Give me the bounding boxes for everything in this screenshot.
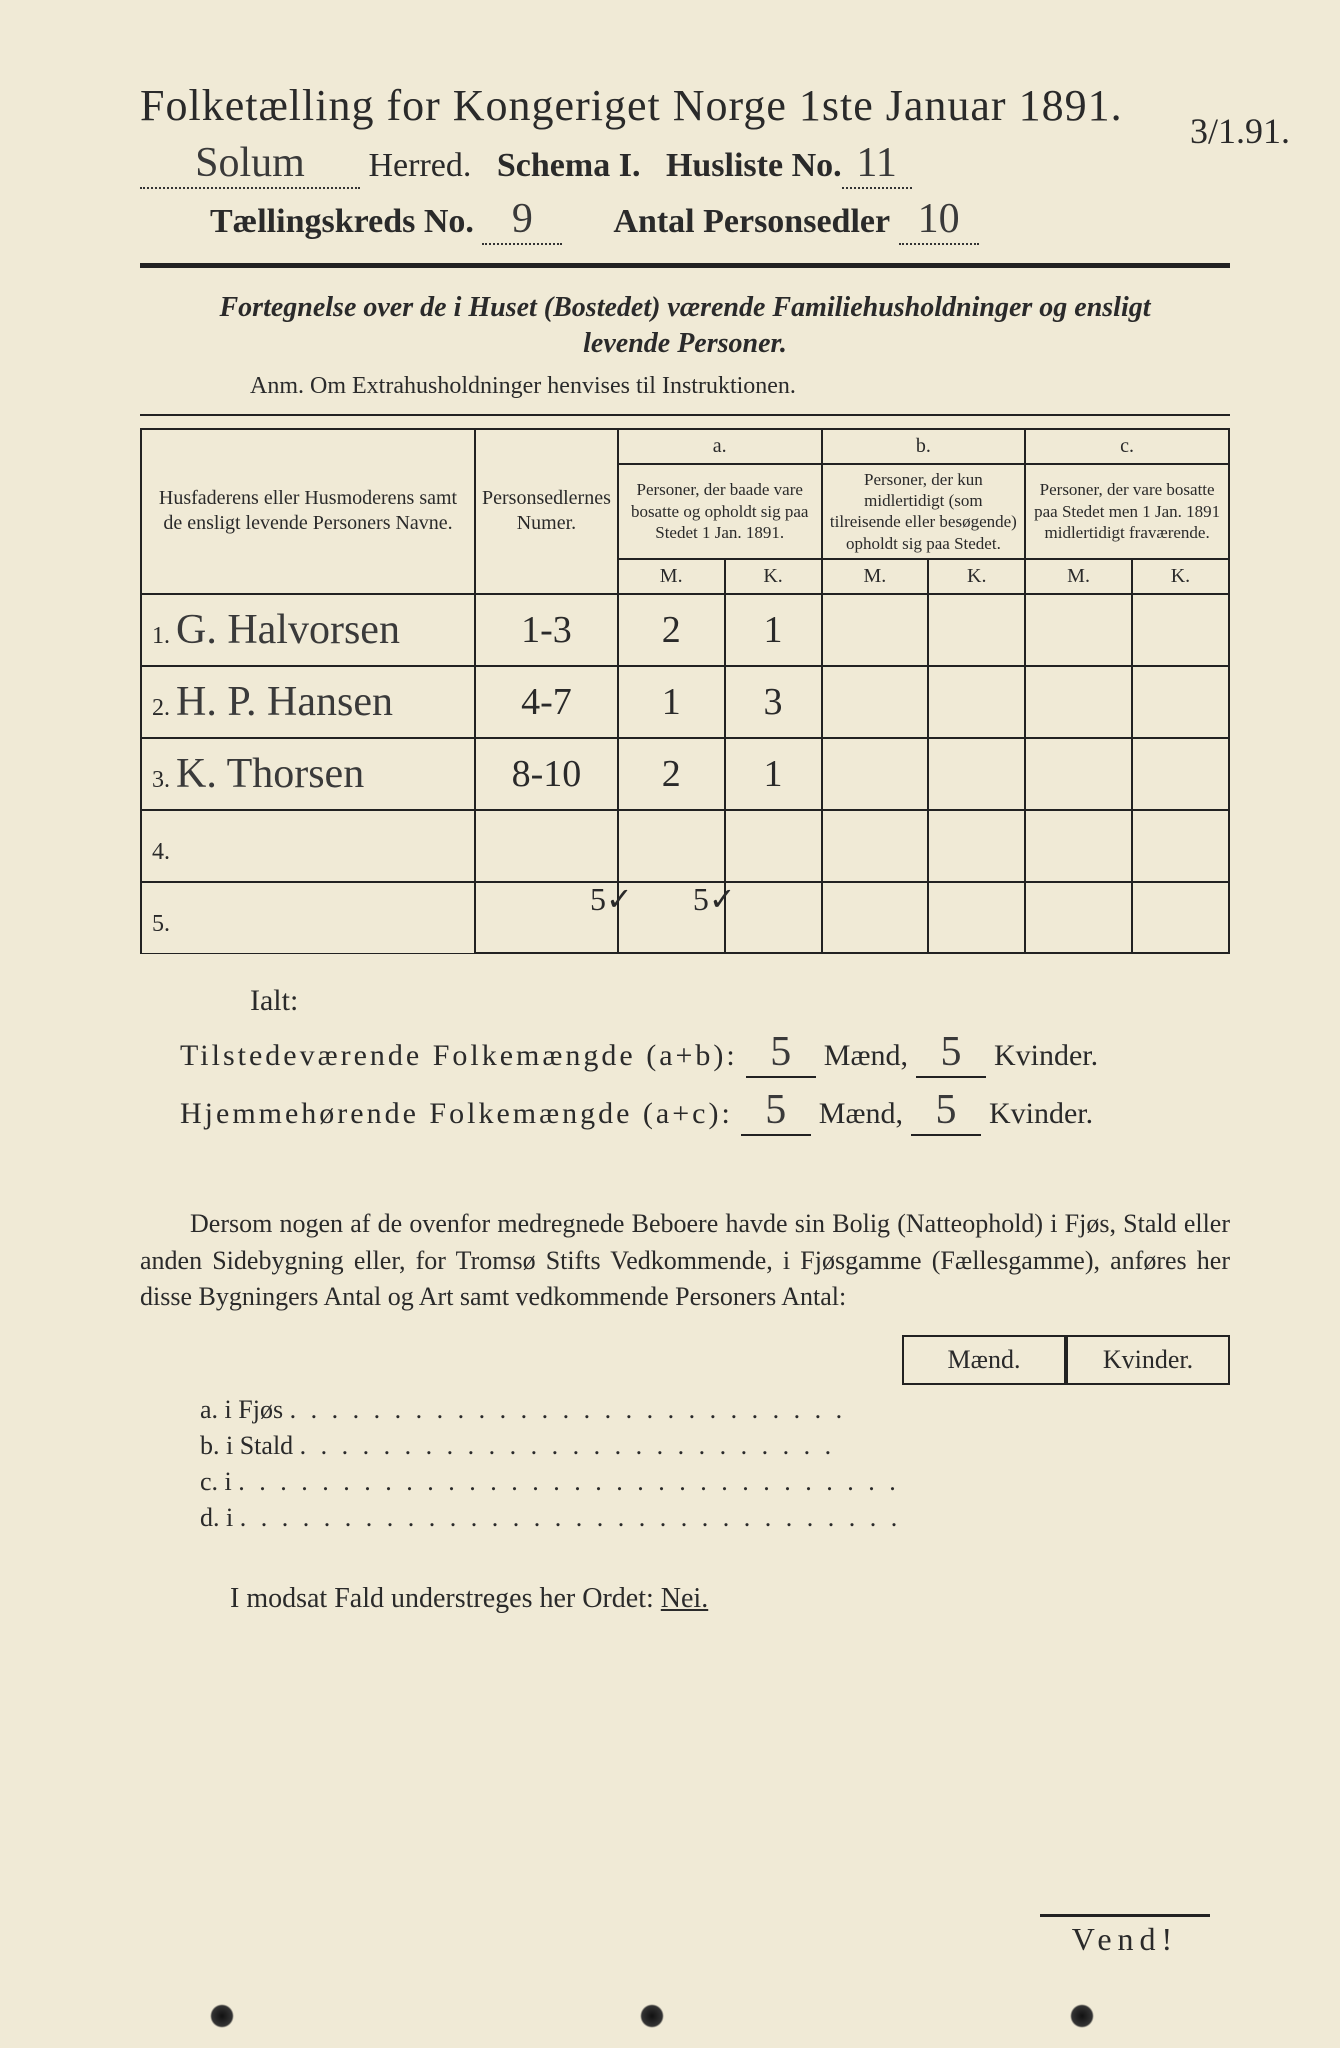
- mk-maend: Mænd.: [902, 1335, 1066, 1385]
- row-ck: [1132, 666, 1229, 738]
- anm-note: Anm. Om Extrahusholdninger henvises til …: [250, 373, 1230, 400]
- row-name: 1. G. Halvorsen: [141, 594, 475, 666]
- row-name: 4.: [141, 810, 475, 882]
- row-am: [618, 810, 725, 882]
- col-am: M.: [618, 559, 725, 594]
- row-bk: [928, 738, 1025, 810]
- row-cm: [1025, 882, 1132, 954]
- herred-value: Solum: [140, 139, 360, 189]
- row-cm: [1025, 594, 1132, 666]
- col-b-top: b.: [822, 429, 1026, 464]
- tilstede-m: 5: [746, 1028, 816, 1078]
- date-annotation: 3/1.91.: [1190, 110, 1290, 152]
- row-ak: 3: [725, 666, 822, 738]
- tilstede-k: 5: [916, 1028, 986, 1078]
- antal-label: Antal Personsedler: [613, 203, 890, 240]
- header-line-2: Solum Herred. Schema I. Husliste No. 11: [140, 139, 1230, 189]
- punch-hole: [210, 2004, 234, 2028]
- building-paragraph: Dersom nogen af de ovenfor medregnede Be…: [140, 1206, 1230, 1315]
- totals-block: Ialt: Tilstedeværende Folkemængde (a+b):…: [180, 984, 1230, 1136]
- col-ck: K.: [1132, 559, 1229, 594]
- mk-header: Mænd. Kvinder.: [140, 1335, 1230, 1385]
- row-num: [475, 810, 618, 882]
- row-ak: [725, 810, 822, 882]
- col-cm: M.: [1025, 559, 1132, 594]
- nei-line: I modsat Fald understreges her Ordet: Ne…: [230, 1583, 1230, 1615]
- table-row: 3. K. Thorsen8-1021: [141, 738, 1229, 810]
- herred-label: Herred.: [369, 147, 472, 185]
- husliste-label: Husliste No.: [666, 147, 842, 185]
- page-title: Folketælling for Kongeriget Norge 1ste J…: [140, 80, 1230, 131]
- punch-hole: [640, 2004, 664, 2028]
- hjemme-k: 5: [911, 1086, 981, 1136]
- tilstede-label: Tilstedeværende Folkemængde (a+b):: [180, 1039, 738, 1073]
- row-bk: [928, 810, 1025, 882]
- mk-kvinder: Kvinder.: [1066, 1335, 1230, 1385]
- row-bm: [822, 882, 929, 954]
- row-cm: [1025, 810, 1132, 882]
- row-am: 2: [618, 594, 725, 666]
- row-ck: [1132, 810, 1229, 882]
- row-num: 8-10: [475, 738, 618, 810]
- tkreds-value: 9: [482, 195, 562, 245]
- row-cm: [1025, 666, 1132, 738]
- rule: [140, 414, 1230, 416]
- row-ck: [1132, 594, 1229, 666]
- husliste-value: 11: [842, 139, 912, 189]
- table-row: 4.: [141, 810, 1229, 882]
- col-name: Husfaderens eller Husmoderens samt de en…: [141, 429, 475, 594]
- subtitle: Fortegnelse over de i Huset (Bostedet) v…: [180, 290, 1190, 363]
- col-bm: M.: [822, 559, 929, 594]
- hjemme-m: 5: [741, 1086, 811, 1136]
- col-b: Personer, der kun midlertidigt (som tilr…: [822, 464, 1026, 559]
- ialt-label: Ialt:: [250, 984, 1230, 1018]
- row-num: 4-7: [475, 666, 618, 738]
- tally-marks: 5✓ 5✓: [590, 880, 736, 918]
- row-bk: [928, 882, 1025, 954]
- rule: [140, 263, 1230, 268]
- table-row: 2. H. P. Hansen4-713: [141, 666, 1229, 738]
- row-bk: [928, 594, 1025, 666]
- row-am: 2: [618, 738, 725, 810]
- row-bm: [822, 810, 929, 882]
- row-ak: 1: [725, 738, 822, 810]
- row-name: 2. H. P. Hansen: [141, 666, 475, 738]
- row-name: 5.: [141, 882, 475, 954]
- census-table: Husfaderens eller Husmoderens samt de en…: [140, 428, 1230, 955]
- row-ak: [725, 882, 822, 954]
- row-num: 1-3: [475, 594, 618, 666]
- table-row: 1. G. Halvorsen1-321: [141, 594, 1229, 666]
- row-cm: [1025, 738, 1132, 810]
- row-ak: 1: [725, 594, 822, 666]
- punch-hole: [1070, 2004, 1094, 2028]
- header-line-3: Tællingskreds No. 9 Antal Personsedler 1…: [210, 195, 1230, 245]
- row-bk: [928, 666, 1025, 738]
- row-bm: [822, 738, 929, 810]
- col-bk: K.: [928, 559, 1025, 594]
- row-bm: [822, 594, 929, 666]
- col-num: Personsedlernes Numer.: [475, 429, 618, 594]
- row-bm: [822, 666, 929, 738]
- hjemme-label: Hjemmehørende Folkemængde (a+c):: [180, 1097, 733, 1131]
- col-ak: K.: [725, 559, 822, 594]
- col-a: Personer, der baade vare bosatte og opho…: [618, 464, 822, 559]
- vend-label: Vend!: [1040, 1914, 1210, 1958]
- schema-label: Schema I.: [497, 147, 641, 185]
- row-ck: [1132, 882, 1229, 954]
- row-am: 1: [618, 666, 725, 738]
- antal-value: 10: [899, 195, 979, 245]
- building-list: a. i Fjøs . . . . . . . . . . . . . . . …: [200, 1395, 1230, 1533]
- row-name: 3. K. Thorsen: [141, 738, 475, 810]
- tkreds-label: Tællingskreds No.: [210, 203, 474, 240]
- col-c-top: c.: [1025, 429, 1229, 464]
- census-form-page: Folketælling for Kongeriget Norge 1ste J…: [0, 0, 1340, 2048]
- col-a-top: a.: [618, 429, 822, 464]
- row-ck: [1132, 738, 1229, 810]
- col-c: Personer, der vare bosatte paa Stedet me…: [1025, 464, 1229, 559]
